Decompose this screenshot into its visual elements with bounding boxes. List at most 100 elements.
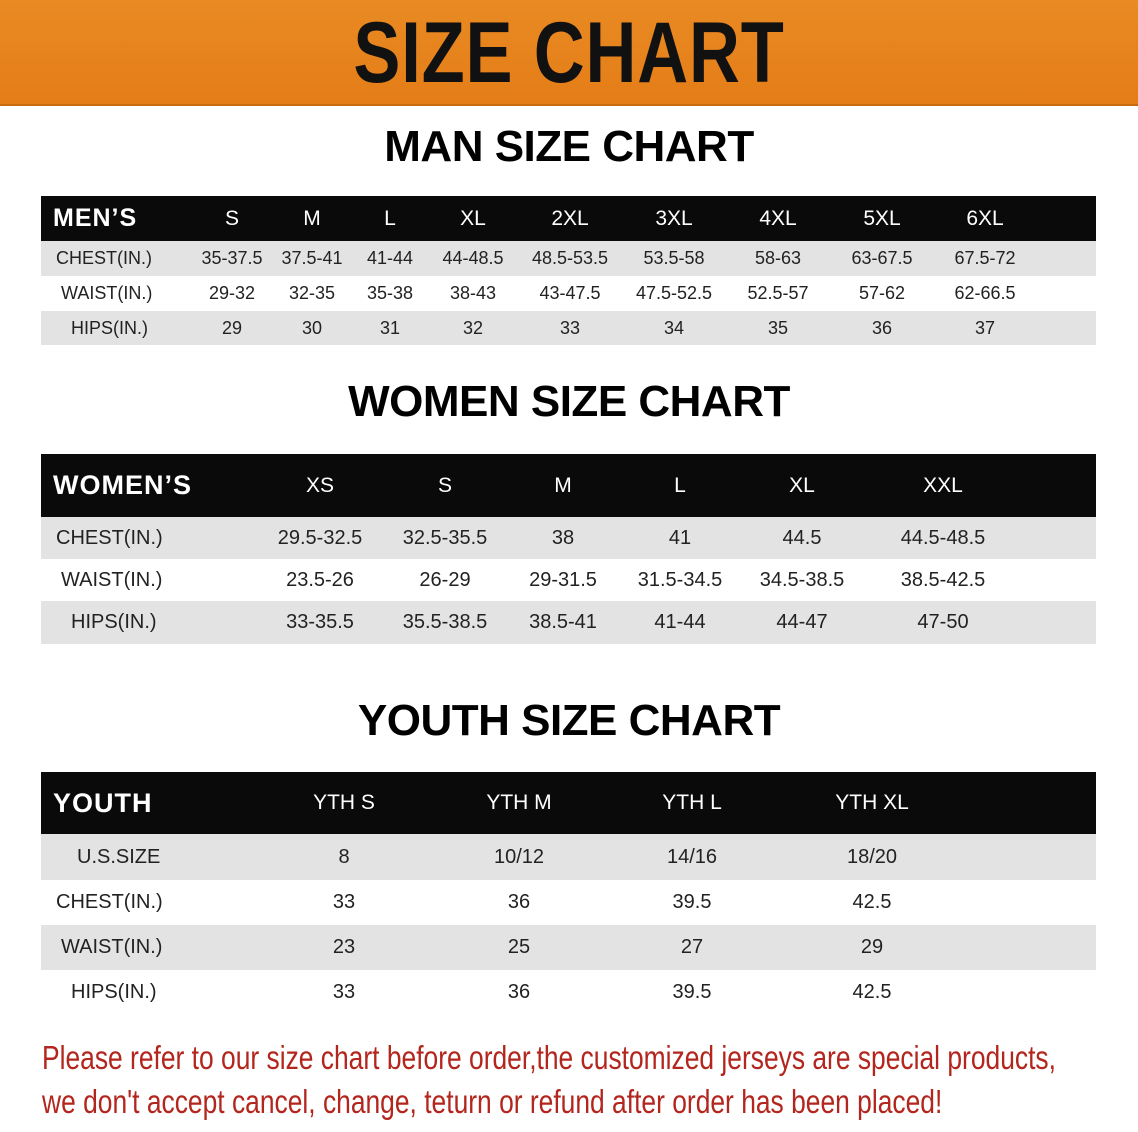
youth-header-row: YOUTH YTH S YTH M YTH L YTH XL — [41, 772, 1096, 834]
youth-size-table: YOUTH YTH S YTH M YTH L YTH XL U.S.SIZE 8 10/12… — [41, 772, 1096, 1015]
size-column-header: S — [224, 206, 240, 230]
size-column-header: XXL — [923, 473, 963, 497]
table-cell: 63-67.5 — [851, 248, 913, 268]
row-label: CHEST(IN.) — [56, 526, 163, 549]
table-cell: 10/12 — [493, 845, 545, 868]
table-cell: 36 — [507, 981, 531, 1003]
table-cell: 27 — [680, 936, 704, 958]
men-table-row: WAIST(IN.) 29-32 32-35 35-38 38-43 43-47.5 47.… — [41, 276, 1096, 311]
table-cell: 52.5-57 — [747, 283, 809, 303]
size-column-header: YTH XL — [835, 791, 909, 814]
table-cell: 30 — [301, 317, 323, 338]
size-column-header: XL — [460, 206, 486, 230]
table-cell: 47-50 — [917, 611, 969, 633]
table-cell: 39.5 — [672, 891, 712, 913]
table-cell: 43-47.5 — [539, 283, 601, 303]
row-label: WAIST(IN.) — [61, 568, 163, 591]
table-cell: 67.5-72 — [954, 248, 1016, 268]
table-cell: 29-32 — [208, 283, 256, 303]
table-cell: 41-44 — [366, 248, 414, 268]
table-cell: 29 — [860, 936, 884, 958]
table-cell: 35.5-38.5 — [402, 611, 488, 633]
women-header-label: WOMEN’S — [53, 470, 192, 500]
table-cell: 53.5-58 — [643, 248, 705, 268]
youth-header-label: YOUTH — [53, 787, 153, 818]
table-cell: 33 — [559, 317, 581, 338]
size-column-header: 6XL — [966, 206, 1004, 230]
women-table-row: HIPS(IN.) 33-35.5 35.5-38.5 38.5-41 41-44 44-… — [41, 601, 1096, 644]
men-header-label: MEN’S — [53, 204, 138, 232]
table-cell: 32 — [462, 317, 484, 338]
table-cell: 57-62 — [858, 283, 906, 303]
size-column-header: 5XL — [863, 206, 901, 230]
men-size-table: MEN’S S M L XL 2XL 3XL 4XL 5XL 6XL CHEST(IN.) 35-37… — [41, 196, 1096, 345]
table-cell: 38-43 — [449, 283, 497, 303]
table-cell: 29-31.5 — [529, 568, 597, 591]
men-table-row: CHEST(IN.) 35-37.5 37.5-41 41-44 44-48.5 48.5… — [41, 241, 1096, 276]
size-column-header: M — [554, 473, 572, 497]
banner: SIZE CHART — [0, 0, 1138, 106]
row-label: WAIST(IN.) — [61, 283, 153, 303]
banner-title: SIZE CHART — [353, 5, 785, 101]
table-cell: 25 — [507, 936, 531, 958]
order-notice-line-2: we don't accept cancel, change, teturn o… — [42, 1083, 943, 1120]
table-cell: 48.5-53.5 — [531, 248, 609, 268]
size-column-header: M — [303, 206, 321, 230]
table-cell: 37 — [974, 317, 996, 338]
table-cell: 33-35.5 — [286, 611, 354, 633]
row-label: HIPS(IN.) — [71, 611, 157, 633]
table-cell: 32-35 — [288, 283, 336, 303]
youth-table-row: HIPS(IN.) 33 36 39.5 42.5 — [41, 970, 1096, 1015]
size-column-header: L — [384, 206, 396, 230]
row-label: HIPS(IN.) — [71, 317, 149, 338]
table-cell: 47.5-52.5 — [635, 283, 713, 303]
table-cell: 23.5-26 — [286, 568, 354, 591]
table-cell: 37.5-41 — [281, 248, 343, 268]
size-column-header: S — [437, 473, 453, 497]
size-column-header: YTH M — [486, 791, 552, 814]
table-cell: 36 — [871, 317, 893, 338]
table-cell: 44-48.5 — [442, 248, 504, 268]
youth-table-row: U.S.SIZE 8 10/12 14/16 18/20 — [41, 834, 1096, 880]
row-label: HIPS(IN.) — [71, 981, 157, 1003]
table-cell: 34.5-38.5 — [759, 568, 845, 591]
table-cell: 39.5 — [672, 981, 712, 1003]
table-cell: 31.5-34.5 — [637, 568, 723, 591]
table-cell: 44.5-48.5 — [900, 526, 986, 549]
table-cell: 44-47 — [776, 611, 828, 633]
table-cell: 29 — [221, 317, 243, 338]
order-notice-line-1: Please refer to our size chart before or… — [42, 1039, 1056, 1076]
table-cell: 41 — [668, 526, 692, 549]
row-label: WAIST(IN.) — [61, 936, 163, 958]
women-size-table: WOMEN’S XS S M L XL XXL CHEST(IN.) 29.5-32.5 32.5… — [41, 454, 1096, 644]
table-cell: 34 — [663, 317, 685, 338]
table-cell: 26-29 — [419, 568, 471, 591]
table-cell: 41-44 — [654, 611, 706, 633]
size-column-header: L — [674, 473, 686, 497]
size-column-header: XL — [789, 473, 815, 497]
row-label: CHEST(IN.) — [56, 891, 163, 913]
table-cell: 36 — [507, 891, 531, 913]
table-cell: 42.5 — [852, 981, 892, 1003]
women-table-row: CHEST(IN.) 29.5-32.5 32.5-35.5 38 41 44.5 44.5… — [41, 517, 1096, 559]
table-cell: 33 — [332, 981, 356, 1003]
row-label: U.S.SIZE — [77, 845, 161, 868]
table-cell: 29.5-32.5 — [277, 526, 363, 549]
size-column-header: 3XL — [655, 206, 693, 230]
men-table-row: HIPS(IN.) 29 30 31 32 33 34 35 36 37 — [41, 311, 1096, 345]
women-section-title: WOMEN SIZE CHART — [348, 377, 790, 426]
table-cell: 38 — [551, 526, 575, 549]
table-cell: 38.5-42.5 — [900, 568, 986, 591]
youth-table-row: WAIST(IN.) 23 25 27 29 — [41, 925, 1096, 970]
table-cell: 18/20 — [846, 845, 898, 868]
table-cell: 35 — [767, 317, 789, 338]
women-header-row: WOMEN’S XS S M L XL XXL — [41, 454, 1096, 517]
men-section-title: MAN SIZE CHART — [384, 122, 754, 171]
table-cell: 31 — [379, 317, 401, 338]
youth-section-title: YOUTH SIZE CHART — [357, 696, 781, 745]
table-cell: 35-37.5 — [201, 248, 263, 268]
row-label: CHEST(IN.) — [56, 248, 152, 268]
table-cell: 58-63 — [754, 248, 802, 268]
table-cell: 32.5-35.5 — [402, 526, 488, 549]
table-cell: 42.5 — [852, 891, 892, 913]
